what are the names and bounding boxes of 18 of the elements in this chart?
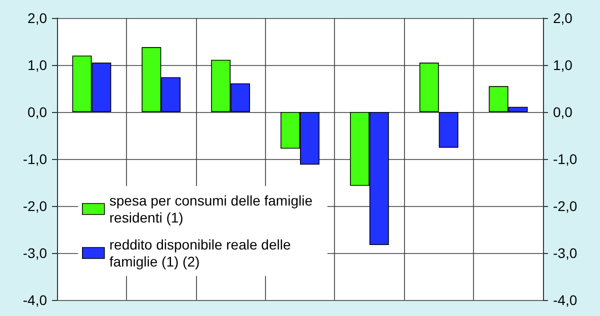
y-tick-label: 0,0 [28, 104, 48, 120]
y2-tick-label: -4,0 [553, 292, 578, 308]
legend-label: reddito disponibile reale delle famiglie (1) (2) [109, 236, 295, 270]
y2-tick-label: 1,0 [553, 57, 573, 73]
y2-tick-label: -3,0 [553, 245, 578, 261]
y-tick-label: -4,0 [22, 292, 48, 308]
bar [419, 62, 439, 112]
y2-tick-label: -2,0 [553, 198, 578, 214]
y2-tick-label: -1,0 [553, 151, 578, 167]
y-tick-label: 2,0 [28, 10, 48, 26]
y-tick-label: -2,0 [22, 198, 48, 214]
legend-label: spesa per consumi delle famiglie residenti (1) [109, 192, 316, 226]
y-tick-label: -3,0 [22, 245, 48, 261]
y-tick-label: 1,0 [28, 57, 48, 73]
bar [438, 112, 458, 148]
y-tick-label: -1,0 [22, 151, 48, 167]
y2-tick-label: 0,0 [553, 104, 573, 120]
y2-tick-label: 2,0 [553, 10, 573, 26]
